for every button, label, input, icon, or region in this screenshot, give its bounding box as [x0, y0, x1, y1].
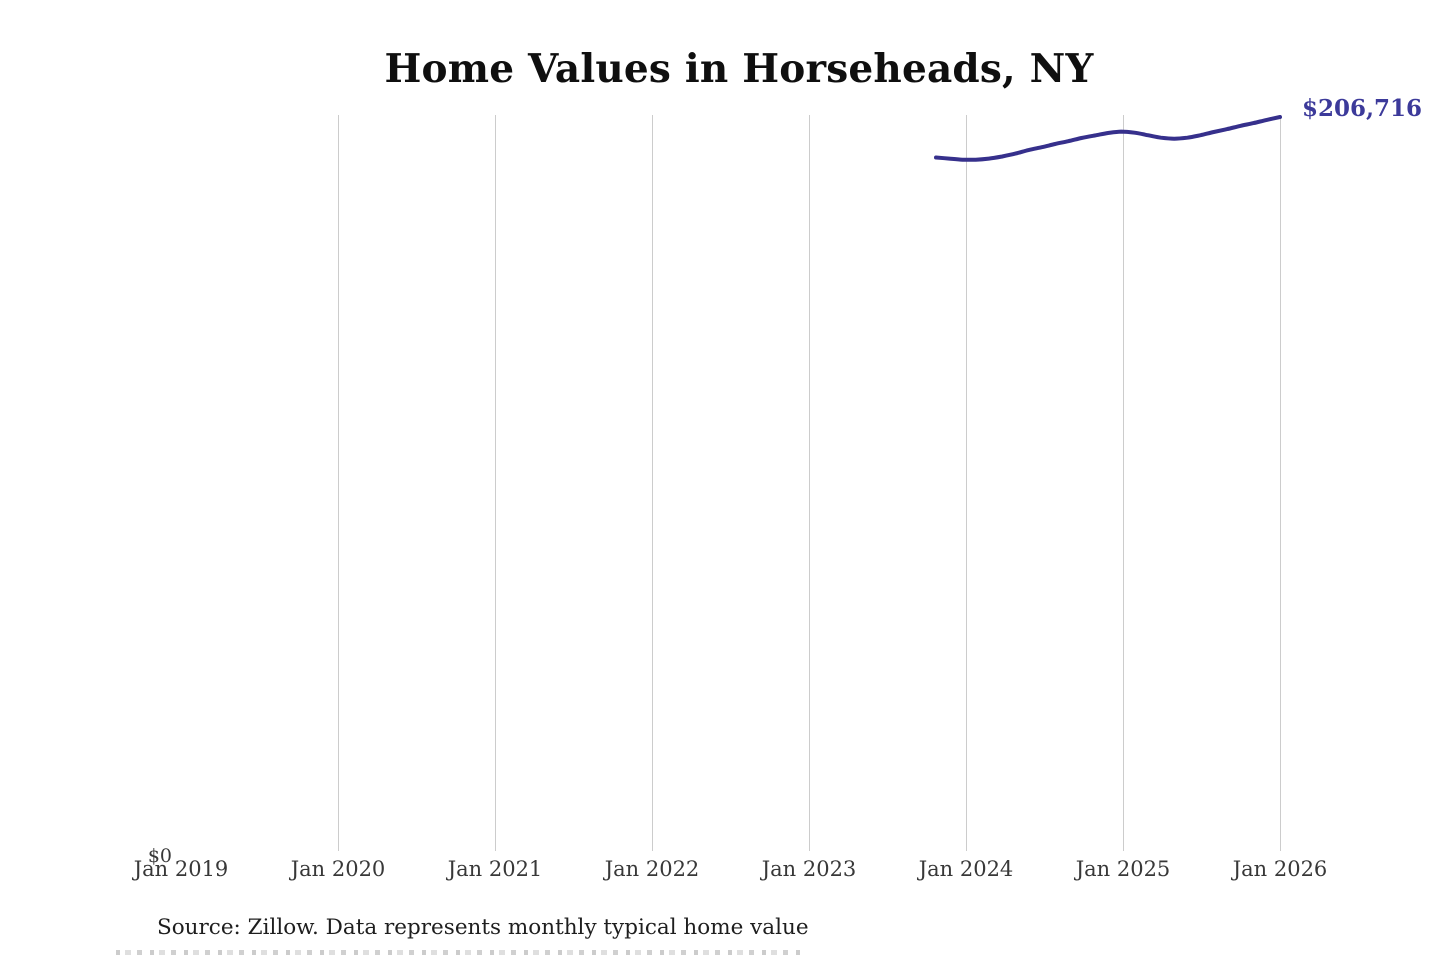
- gridline-jan-2023: [809, 115, 810, 851]
- gridline-jan-2021: [495, 115, 496, 851]
- x-tick-label: Jan 2021: [447, 857, 543, 881]
- source-attribution: Source: Zillow. Data represents monthly …: [157, 915, 809, 940]
- y-axis-zero-label: $0: [147, 845, 172, 867]
- cropped-text-remnant: [116, 950, 804, 959]
- gridline-jan-2025: [1123, 115, 1124, 851]
- gridline-jan-2024: [966, 115, 967, 851]
- x-tick-label: Jan 2023: [761, 857, 857, 881]
- gridline-jan-2026: [1280, 115, 1281, 851]
- x-tick-label: Jan 2026: [1232, 857, 1328, 881]
- x-tick-label: Jan 2025: [1075, 857, 1171, 881]
- gridline-jan-2022: [652, 115, 653, 851]
- x-tick-label: Jan 2019: [133, 857, 229, 881]
- chart-title: Home Values in Horseheads, NY: [384, 46, 1094, 92]
- x-tick-label: Jan 2024: [918, 857, 1014, 881]
- latest-value-annotation: $206,716: [1302, 95, 1423, 122]
- x-tick-label: Jan 2020: [290, 857, 386, 881]
- x-tick-label: Jan 2022: [604, 857, 700, 881]
- home-value-line-series: [934, 115, 1282, 162]
- gridline-jan-2020: [338, 115, 339, 851]
